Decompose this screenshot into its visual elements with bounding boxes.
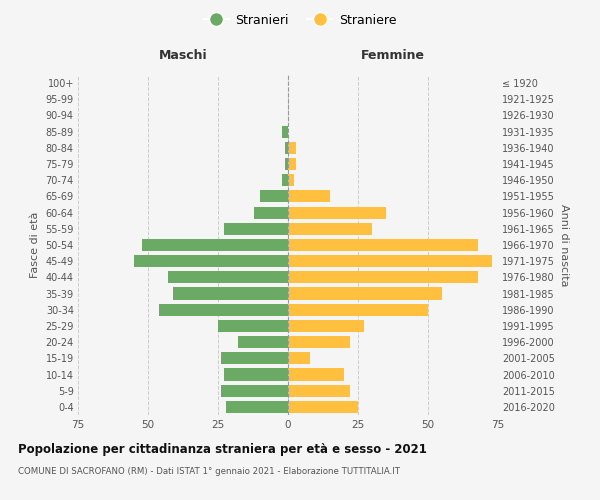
Bar	[288, 255, 493, 268]
Bar	[226, 401, 288, 413]
Legend: Stranieri, Straniere: Stranieri, Straniere	[199, 8, 401, 32]
Bar	[288, 239, 478, 251]
Bar	[159, 304, 288, 316]
Bar	[288, 174, 293, 186]
Bar	[218, 320, 288, 332]
Bar	[288, 206, 386, 218]
Bar	[288, 368, 344, 380]
Y-axis label: Fasce di età: Fasce di età	[30, 212, 40, 278]
Bar	[221, 352, 288, 364]
Bar	[288, 158, 296, 170]
Bar	[224, 368, 288, 380]
Bar	[134, 255, 288, 268]
Bar	[221, 384, 288, 397]
Bar	[283, 174, 288, 186]
Bar	[288, 272, 478, 283]
Bar	[285, 158, 288, 170]
Bar	[285, 142, 288, 154]
Text: Popolazione per cittadinanza straniera per età e sesso - 2021: Popolazione per cittadinanza straniera p…	[18, 442, 427, 456]
Bar	[142, 239, 288, 251]
Bar	[238, 336, 288, 348]
Bar	[167, 272, 288, 283]
Bar	[288, 190, 330, 202]
Bar	[288, 401, 358, 413]
Bar	[283, 126, 288, 138]
Bar	[288, 304, 428, 316]
Bar	[224, 222, 288, 235]
Y-axis label: Anni di nascita: Anni di nascita	[559, 204, 569, 286]
Text: COMUNE DI SACROFANO (RM) - Dati ISTAT 1° gennaio 2021 - Elaborazione TUTTITALIA.: COMUNE DI SACROFANO (RM) - Dati ISTAT 1°…	[18, 468, 400, 476]
Bar	[288, 336, 350, 348]
Text: Maschi: Maschi	[158, 49, 208, 62]
Bar	[254, 206, 288, 218]
Bar	[288, 384, 350, 397]
Text: Femmine: Femmine	[361, 49, 425, 62]
Bar	[288, 352, 310, 364]
Bar	[288, 222, 372, 235]
Bar	[260, 190, 288, 202]
Bar	[288, 142, 296, 154]
Bar	[288, 320, 364, 332]
Bar	[288, 288, 442, 300]
Bar	[173, 288, 288, 300]
